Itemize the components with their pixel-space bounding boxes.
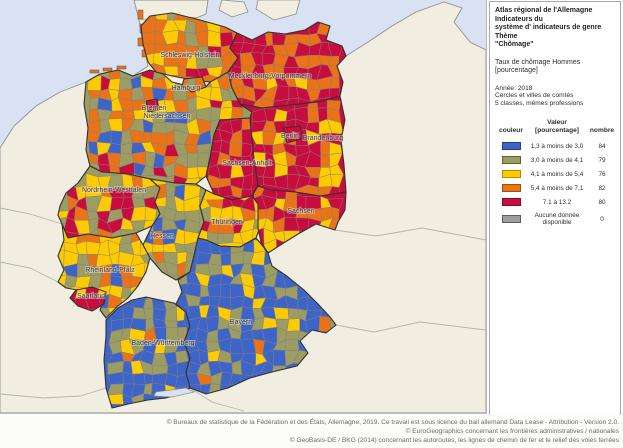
map-label: Schleswig-Holstein — [160, 52, 219, 59]
legend-swatch-no-data — [501, 215, 521, 224]
map-label: Mecklenburg-Vorpommern — [229, 73, 312, 80]
legend-count: 80 — [598, 198, 606, 206]
legend-table: couleur Valeur [pourcentage] nombre 1,3 à… — [495, 119, 617, 229]
state-sachsen[interactable] — [251, 185, 347, 254]
attribution-footer: © Bureaux de statistique de la Fédératio… — [0, 415, 623, 448]
legend-count: 76 — [598, 170, 606, 178]
map-labels: Schleswig-Holstein Mecklenburg-Vorpommern… — [76, 51, 344, 348]
state-districts-mecklenburg-vorpommern — [228, 22, 346, 108]
map-label: Niedersachsen — [144, 113, 191, 120]
attribution-line: © EuroGeographics concernant les frontiè… — [405, 428, 619, 435]
legend-swatch-class-4 — [501, 184, 521, 193]
legend-col-valeur: Valeur [pourcentage] — [535, 119, 579, 134]
attribution-line: © Bureaux de statistique de la Fédératio… — [166, 419, 619, 426]
legend-count: 79 — [598, 156, 606, 164]
map-label: Bayern — [230, 319, 252, 326]
legend-panel: Atlas régional de l'Allemagne Indicateurs… — [489, 1, 621, 416]
map-label: Rheinland-Pfalz — [85, 267, 135, 274]
legend-col-nombre: nombre — [589, 126, 615, 134]
legend-value-label: 5,4 à moins de 7,1 — [530, 184, 584, 192]
legend-value-label: 1,3 à moins de 3,0 — [530, 142, 584, 150]
island-district — [116, 65, 127, 70]
island-district — [137, 9, 144, 20]
attribution-line: © GeoBasis-DE / BKG (2014) concernant le… — [289, 437, 619, 444]
state-districts-nordrhein-westfalen — [58, 166, 160, 238]
map-label: Brandenburg — [303, 135, 344, 142]
legend-count: 82 — [598, 184, 606, 192]
legend-row-class-4: 5,4 à moins de 7,1 82 — [495, 181, 617, 195]
state-berlin[interactable] — [282, 125, 304, 144]
state-hessen[interactable] — [142, 178, 207, 281]
legend-swatch-class-5 — [501, 198, 521, 207]
map-label: Hessen — [150, 233, 174, 240]
legend-value-label: 7.1 à 13.2 — [542, 198, 572, 206]
map-label: Nordrhein-Westfalen — [82, 187, 146, 194]
island — [218, 0, 249, 18]
legend-row-class-3: 4,1 à moins de 5,4 76 — [495, 167, 617, 181]
legend-swatch-class-3 — [501, 170, 521, 179]
island-district — [102, 67, 113, 72]
legend-value-label: 4,1 à moins de 5,4 — [530, 170, 584, 178]
panel-meta-line: 5 classes, mêmes professions — [495, 99, 584, 107]
map-label: Thüringen — [211, 219, 243, 226]
panel-title-line: Atlas régional de l'Allemagne — [495, 7, 593, 14]
legend-row-no-data: Aucune donnée disponible 0 — [495, 209, 617, 229]
germany-choropleth-map[interactable]: Schleswig-Holstein Mecklenburg-Vorpommern… — [0, 0, 486, 413]
state-districts-sachsen-anhalt — [206, 118, 258, 200]
panel-meta-line: Cercles et villes de comtés — [495, 92, 574, 100]
map-label: Sachsen — [287, 208, 314, 215]
map-label: Baden-Württemberg — [131, 340, 194, 347]
panel-title: Atlas régional de l'Allemagne Indicateurs… — [495, 7, 616, 50]
country-border — [335, 321, 486, 333]
legend-row-class-5: 7.1 à 13.2 80 — [495, 195, 617, 209]
state-bremen[interactable] — [145, 98, 160, 113]
panel-title-line: Indicateurs du — [495, 15, 543, 23]
map-label: Hamburg — [172, 85, 201, 92]
map-label: Saarland — [77, 293, 105, 300]
legend-count: 0 — [600, 215, 604, 223]
state-hamburg[interactable] — [181, 76, 207, 93]
state-districts-bayern — [176, 238, 336, 394]
legend-value-label: Aucune donnée disponible — [534, 212, 580, 227]
legend-header-row: couleur Valeur [pourcentage] nombre — [495, 119, 617, 139]
state-rheinland-pfalz[interactable] — [57, 223, 151, 319]
map-label: Berlin — [281, 133, 299, 140]
state-districts-brandenburg — [240, 96, 346, 196]
legend-row-class-2: 3,0 à moins de 4,1 79 — [495, 153, 617, 167]
state-bayern[interactable] — [175, 237, 337, 395]
country-border — [0, 207, 63, 225]
map-label: Sachsen-Anhalt — [222, 160, 271, 167]
state-districts-sachsen — [252, 186, 346, 253]
legend-value-label: 3,0 à moins de 4,1 — [530, 156, 584, 164]
country-border — [0, 387, 107, 399]
legend-count: 84 — [598, 142, 606, 150]
panel-meta-line: Année: 2018 — [495, 84, 533, 92]
state-saarland[interactable] — [69, 286, 107, 312]
island-district — [89, 69, 100, 74]
legend-swatch-class-2 — [501, 156, 521, 165]
legend-swatch-class-1 — [501, 142, 521, 151]
panel-title-line: système d' indicateurs de genre Thème — [495, 24, 602, 40]
legend-row-class-1: 1,3 à moins de 3,0 84 — [495, 139, 617, 153]
country-border — [0, 261, 59, 283]
indicator-name: Taux de chômage Hommes [pourcentage] — [495, 58, 581, 75]
panel-meta: Année: 2018 Cercles et villes de comtés 5 … — [495, 85, 616, 108]
legend-col-couleur: couleur — [499, 126, 523, 134]
country-border — [334, 227, 486, 241]
country-border — [189, 387, 245, 412]
map-canvas[interactable]: Schleswig-Holstein Mecklenburg-Vorpommern… — [0, 0, 487, 414]
state-districts-baden-wuerttemberg — [104, 297, 190, 408]
lake-constance — [153, 387, 196, 398]
panel-title-line: "Chômage" — [495, 41, 534, 48]
island — [255, 0, 301, 21]
map-label: Bremen — [142, 105, 167, 112]
